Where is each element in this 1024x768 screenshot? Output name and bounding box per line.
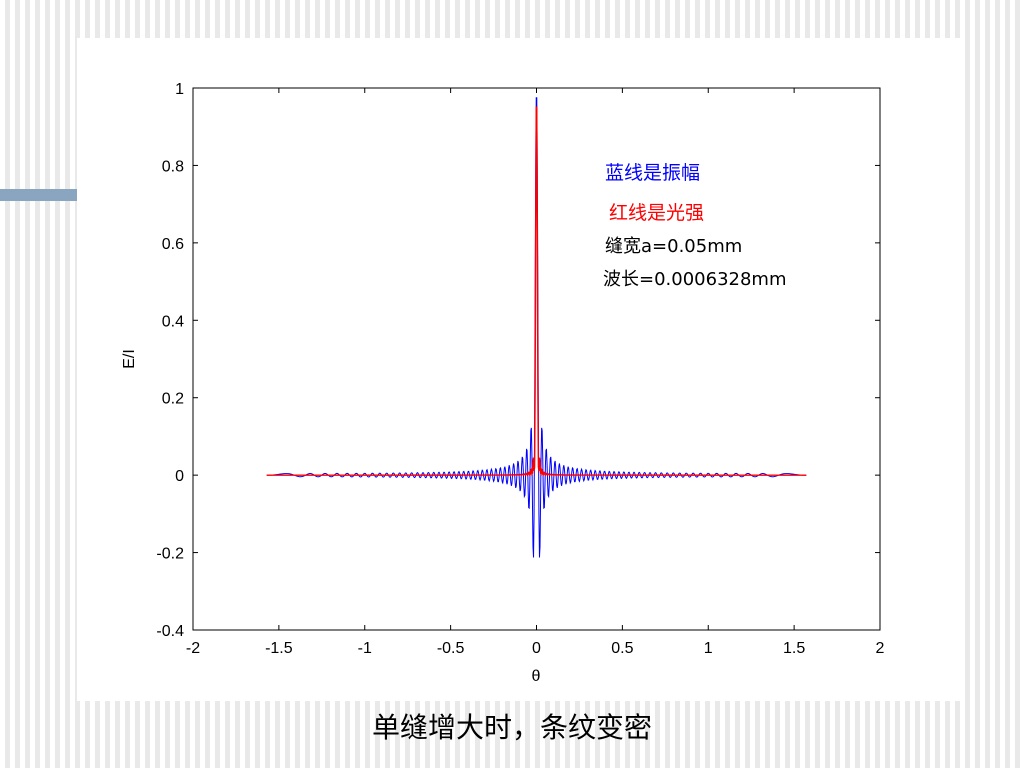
slide-caption: 单缝增大时，条纹变密	[371, 711, 652, 744]
x-tick-label: 0	[532, 640, 541, 657]
intensity-line	[266, 106, 807, 477]
x-tick-label: 2	[876, 640, 885, 657]
y-tick-label: 0.4	[162, 313, 184, 330]
amplitude-line	[266, 97, 807, 558]
x-tick-label: -1.5	[265, 640, 293, 657]
x-tick-label: -2	[186, 640, 200, 657]
y-tick-label: 1	[175, 81, 184, 98]
axis-ticks: -2 -1.5 -1 -0.5 0 0.5 1 1.5 2 -0.4 -0.2 0 0.2 0.4 0.6 0…	[156, 81, 884, 657]
series-group	[266, 97, 807, 558]
y-tick-label: 0.6	[162, 236, 184, 253]
x-tick-label: 1	[704, 640, 713, 657]
y-tick-label: -0.4	[156, 623, 184, 640]
annotation-intensity: 红线是光强	[609, 202, 704, 224]
y-tick-label: -0.2	[156, 546, 184, 563]
y-tick-label: 0.2	[162, 391, 184, 408]
annotation-amplitude: 蓝线是振幅	[605, 162, 700, 184]
x-tick-label: 0.5	[611, 640, 633, 657]
figure-panel: -2 -1.5 -1 -0.5 0 0.5 1 1.5 2 -0.4 -0.2 0 0.2 0.4 0.6 0…	[77, 38, 964, 701]
diffraction-chart: -2 -1.5 -1 -0.5 0 0.5 1 1.5 2 -0.4 -0.2 0 0.2 0.4 0.6 0…	[121, 81, 885, 685]
accent-bar	[0, 189, 78, 201]
y-tick-label: 0.8	[162, 158, 184, 175]
x-tick-label: 1.5	[783, 640, 805, 657]
y-tick-label: 0	[175, 468, 184, 485]
annotation-wavelength: 波长=0.0006328mm	[603, 269, 787, 290]
x-axis-label: θ	[532, 668, 541, 685]
x-tick-label: -0.5	[437, 640, 465, 657]
annotation-slit-width: 缝宽a=0.05mm	[605, 236, 742, 257]
x-tick-label: -1	[358, 640, 372, 657]
y-axis-label: E/I	[121, 349, 138, 369]
